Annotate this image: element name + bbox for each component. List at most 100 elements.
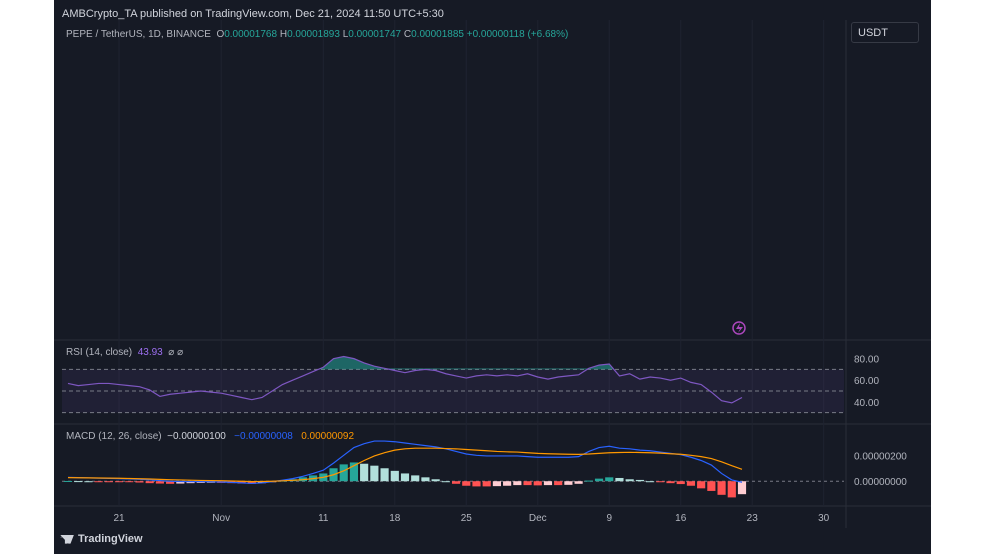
macd-hist-bar [462,481,471,486]
publisher-line: AMBCrypto_TA published on TradingView.co… [62,8,444,20]
high-value: 0.00001893 [287,29,340,40]
macd-hist-bar [646,481,655,483]
rsi-extra: ⌀ ⌀ [168,347,184,358]
macd-hist-bar [482,481,491,487]
rsi-tick-label: 80.00 [854,355,879,366]
macd-hist-bar [135,481,144,483]
macd-hist-bar [533,481,542,486]
macd-hist-bar [380,468,389,482]
x-tick-label: 18 [389,513,401,524]
macd-hist-bar [74,481,83,483]
close-label: C [403,29,412,40]
macd-title: MACD (12, 26, close) [66,431,162,442]
x-tick-label: 25 [461,513,473,524]
macd-hist-bar [625,479,634,482]
macd-hist-bar [166,481,175,484]
tradingview-logo[interactable]: TradingView [60,533,143,545]
macd-hist-bar [686,481,696,486]
macd-hist-bar [574,481,583,484]
rsi-line [67,355,743,404]
macd-hist-bar [370,465,379,482]
currency-selector[interactable]: USDT [851,22,919,43]
tradingview-logo-icon [60,534,74,544]
macd-hist-bar [155,481,164,484]
macd-hist-bar [257,481,267,484]
macd-hist-bar [513,481,522,486]
macd-hist-bar [145,481,154,484]
rsi-value: 43.93 [137,347,163,358]
x-tick-label: 16 [675,513,687,524]
macd-hist-bar [656,481,665,483]
macd-hist-bar [737,481,747,495]
macd-signal-line [67,447,743,483]
macd-hist-bar [451,481,461,484]
macd-hist-bar [584,480,593,482]
macd-hist-bar [717,481,726,495]
macd-hist-bar [503,481,512,486]
macd-hist-bar [543,481,553,486]
macd-hist-bar [707,481,716,491]
rsi-tick-label: 60.00 [854,376,879,387]
macd-hist-bar [615,477,624,482]
macd-hist-bar [104,481,113,483]
macd-hist-bar [697,481,706,489]
macd-hist-bar [84,481,93,483]
macd-hist-bar [114,481,124,483]
rsi-title: RSI (14, close) [66,347,133,358]
macd-legend: MACD (12, 26, close) −0.00000100 −0.0000… [66,431,354,442]
macd-hist-bar [594,478,604,482]
rsi-tick-label: 40.00 [854,398,879,409]
macd-hist-value: −0.00000100 [167,431,226,442]
macd-hist-bar [676,481,685,485]
macd-tick-label: 0.00000000 [854,477,907,488]
brand-label: TradingView [78,533,143,545]
macd-hist-bar [125,481,134,483]
macd-hist-bar [247,481,256,484]
ohlc-legend: PEPE / TetherUS, 1D, BINANCE O0.00001768… [66,29,568,40]
macd-hist-bar [564,481,573,485]
macd-hist-bar [360,463,369,482]
macd-hist-bar [492,481,501,487]
change-value: +0.00000118 (+6.68%) [466,29,569,40]
macd-hist-bar [176,481,185,484]
x-tick-label: 11 [318,513,329,524]
x-tick-label: 23 [747,513,759,524]
low-label: L [342,29,349,40]
chart-canvas: 21Nov111825Dec91623300.000028000.0000260… [54,20,931,528]
x-tick-label: 21 [113,513,125,524]
macd-hist-bar [411,475,420,482]
x-tick-label: 9 [606,513,612,524]
close-value: 0.00001885 [411,29,464,40]
symbol-label[interactable]: PEPE / TetherUS, 1D, BINANCE [66,29,211,40]
open-value: 0.00001768 [224,29,278,40]
macd-hist-bar [63,480,73,482]
macd-hist-bar [441,481,450,483]
macd-hist-bar [554,481,563,486]
macd-hist-bar [349,462,359,482]
macd-hist-bar [390,470,399,482]
macd-line [67,440,743,485]
chart-frame: 21Nov111825Dec91623300.000028000.0000260… [54,0,931,554]
low-value: 0.00001747 [348,29,402,40]
high-label: H [279,29,288,40]
macd-hist-bar [727,481,736,498]
macd-tick-label: 0.00000200 [854,451,907,462]
macd-hist-bar [339,464,348,482]
rsi-band-fill [62,369,844,413]
macd-hist-bar [400,473,410,482]
macd-hist-bar [666,481,675,484]
macd-hist-bar [472,481,481,487]
macd-line-value: −0.00000008 [234,431,293,442]
lightning-bolt-icon [736,323,743,333]
macd-hist-bar [523,481,532,486]
x-tick-label: Nov [212,513,230,524]
x-tick-label: Dec [529,513,547,524]
rsi-legend: RSI (14, close) 43.93 ⌀ ⌀ [66,347,183,358]
open-label: O [216,29,225,40]
macd-hist-bar [94,481,103,483]
macd-hist-bar [605,477,614,482]
macd-signal-value: 0.00000092 [301,431,355,442]
lightning-icon[interactable] [732,321,746,335]
macd-hist-bar [421,477,430,482]
macd-hist-bar [635,479,644,482]
